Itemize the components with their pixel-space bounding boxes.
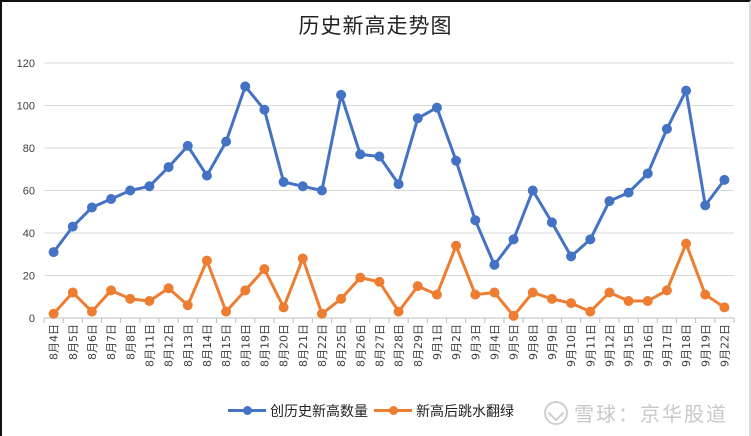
svg-text:8月26日: 8月26日 (354, 324, 367, 367)
watermark-text: 雪球：京华股道 (574, 402, 728, 426)
snowball-logo-icon (544, 400, 568, 425)
svg-text:8月11日: 8月11日 (143, 324, 156, 367)
svg-text:80: 80 (23, 143, 35, 155)
chart-title: 历史新高走势图 (298, 14, 453, 38)
svg-text:8月29日: 8月29日 (412, 324, 425, 367)
svg-text:9月17日: 9月17日 (661, 324, 674, 367)
svg-text:9月5日: 9月5日 (508, 324, 521, 360)
svg-text:8月5日: 8月5日 (67, 324, 80, 360)
svg-text:9月2日: 9月2日 (450, 324, 463, 360)
svg-text:9月9日: 9月9日 (546, 324, 559, 360)
svg-text:9月15日: 9月15日 (623, 324, 636, 367)
legend-label: 创历史新高数量 (270, 404, 368, 420)
legend-item-dive-green[interactable]: 新高后跳水翻绿 (374, 401, 514, 421)
legend-swatch-blue-icon (228, 406, 266, 416)
svg-text:8月14日: 8月14日 (201, 324, 214, 367)
svg-text:20: 20 (23, 271, 35, 283)
svg-text:9月1日: 9月1日 (431, 324, 444, 360)
svg-text:8月19日: 8月19日 (258, 324, 271, 367)
svg-text:9月3日: 9月3日 (469, 324, 482, 360)
svg-text:8月27日: 8月27日 (373, 324, 386, 367)
svg-text:9月8日: 9月8日 (527, 324, 540, 360)
svg-text:40: 40 (23, 228, 35, 240)
svg-text:8月4日: 8月4日 (48, 324, 61, 360)
svg-text:8月8日: 8月8日 (124, 324, 137, 360)
svg-text:8月6日: 8月6日 (86, 324, 99, 360)
svg-text:8月7日: 8月7日 (105, 324, 118, 360)
svg-text:8月22日: 8月22日 (316, 324, 329, 367)
svg-text:9月10日: 9月10日 (565, 324, 578, 367)
watermark: 雪球：京华股道 (544, 398, 728, 427)
legend-label: 新高后跳水翻绿 (416, 404, 514, 420)
svg-text:9月19日: 9月19日 (699, 324, 712, 367)
svg-text:9月11日: 9月11日 (584, 324, 597, 367)
svg-text:9月18日: 9月18日 (680, 324, 693, 367)
svg-text:8月15日: 8月15日 (220, 324, 233, 367)
svg-text:8月12日: 8月12日 (163, 324, 176, 367)
gridlines (44, 62, 734, 319)
svg-text:8月18日: 8月18日 (239, 324, 252, 367)
svg-text:9月22日: 9月22日 (718, 324, 731, 367)
svg-text:9月4日: 9月4日 (488, 324, 501, 360)
svg-text:120: 120 (17, 58, 35, 70)
svg-text:9月16日: 9月16日 (642, 324, 655, 367)
series-lines (48, 81, 730, 321)
svg-text:8月20日: 8月20日 (278, 324, 291, 367)
svg-text:9月12日: 9月12日 (603, 324, 616, 367)
legend-item-new-highs[interactable]: 创历史新高数量 (228, 401, 368, 421)
svg-text:0: 0 (29, 313, 35, 325)
svg-text:8月21日: 8月21日 (297, 324, 310, 367)
svg-text:60: 60 (23, 186, 35, 198)
svg-text:8月13日: 8月13日 (182, 324, 195, 367)
svg-text:8月28日: 8月28日 (393, 324, 406, 367)
legend: 创历史新高数量 新高后跳水翻绿 (228, 401, 520, 421)
y-axis-labels: 0 20 40 60 80 100 120 (17, 58, 35, 325)
svg-text:100: 100 (17, 101, 35, 113)
x-axis: 8月4日 8月5日 8月6日 8月7日 8月8日 8月11日 8月12日 8月13日 8月14日… (43, 318, 735, 367)
legend-swatch-orange-icon (374, 406, 412, 416)
svg-text:8月25日: 8月25日 (335, 324, 348, 367)
